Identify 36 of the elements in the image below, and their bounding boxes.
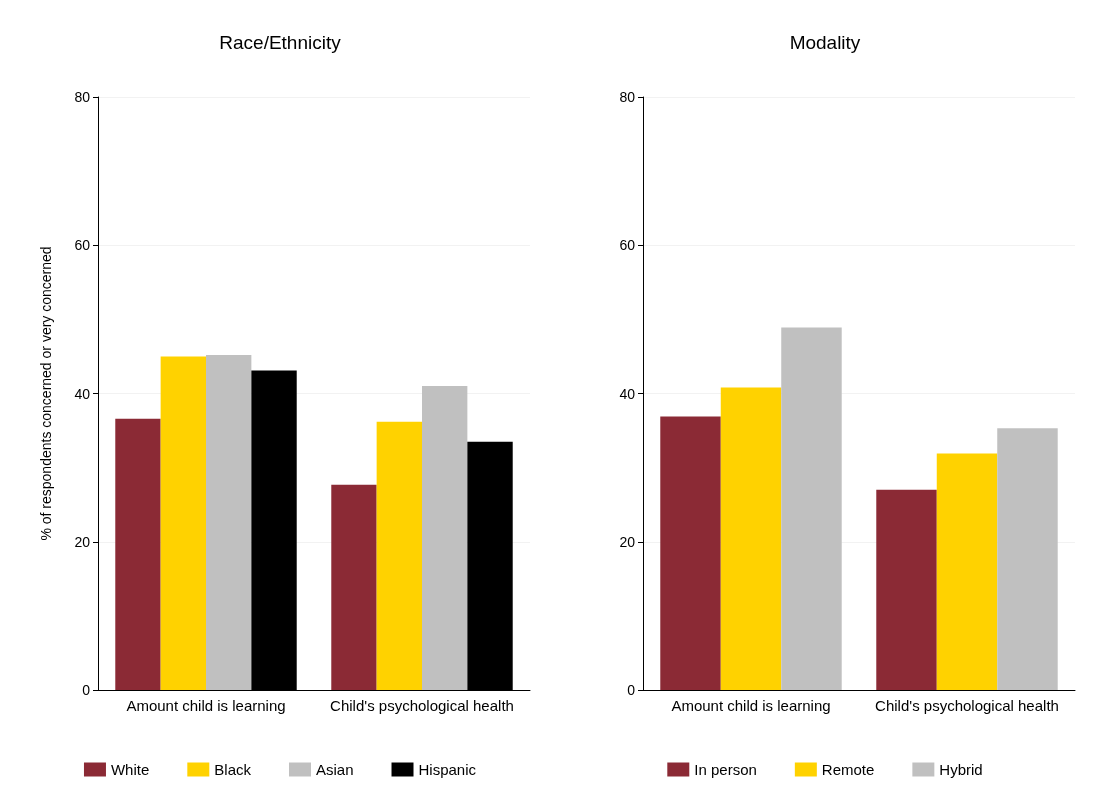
y-tick-label: 60 [74, 237, 91, 254]
legend-label: Black [214, 761, 252, 778]
legend-label: Hispanic [418, 761, 477, 778]
bar [936, 453, 998, 690]
bar [660, 416, 721, 690]
y-tick-label: 0 [82, 682, 91, 698]
x-tick-label: Amount child is learning [671, 697, 831, 714]
bar [781, 327, 842, 690]
bar [331, 484, 377, 690]
y-tick-label: 80 [74, 89, 91, 105]
bar [115, 418, 161, 690]
bar [422, 386, 468, 690]
y-axis-title: % of respondents concerned or very concerned [38, 246, 54, 541]
bar [876, 489, 937, 690]
x-tick-label: Child's psychological health [875, 697, 1059, 714]
legend-label: Remote [821, 761, 875, 778]
y-tick-label: 80 [619, 89, 636, 105]
y-tick-label: 20 [74, 533, 91, 550]
chart-title: Race/Ethnicity [219, 32, 342, 53]
y-tick-label: 20 [619, 533, 636, 550]
x-tick-label: Child's psychological health [330, 697, 514, 714]
bar [206, 354, 252, 690]
legend-label: Asian [315, 761, 354, 778]
legend-label: In person [694, 761, 757, 778]
y-tick-label: 40 [74, 385, 91, 402]
bar [376, 421, 422, 690]
bar [160, 356, 206, 690]
legend-label: White [110, 761, 150, 778]
bar [720, 387, 782, 690]
y-tick-label: 40 [619, 385, 636, 402]
bar [997, 428, 1058, 690]
y-tick-label: 0 [627, 682, 636, 698]
x-tick-label: Amount child is learning [126, 697, 286, 714]
legend-label: Hybrid [939, 761, 983, 778]
y-tick-label: 60 [619, 237, 636, 254]
chart-title: Modality [789, 32, 861, 53]
